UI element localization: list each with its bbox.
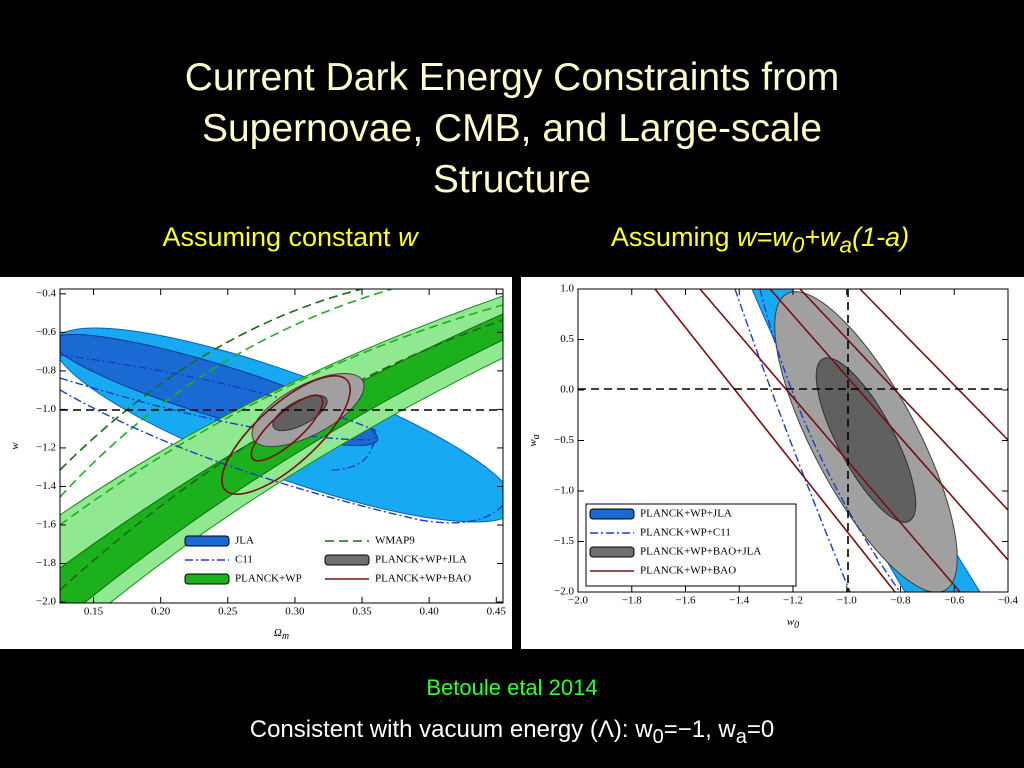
y-tick-label: −0.4 [36,287,56,299]
subtitle-right: Assuming w=w0+wa(1-a) [540,222,980,258]
legend-label: JLA [235,535,254,547]
caption-text: a [735,725,747,748]
caption-text: Consistent with vacuum energy (Λ): w [249,716,653,743]
contour-wmap9 [60,304,503,526]
y-tick-label: −0.8 [36,364,56,376]
x-axis-label: m [282,631,289,642]
legend-label: PLANCK+WP+BAO [375,573,471,585]
y-tick-label: −2.0 [554,586,574,598]
x-tick-label: −1.0 [837,595,857,607]
contour-wmap9 [60,289,363,471]
x-tick-label: 0.15 [84,606,104,618]
caption-text: =0 [746,716,775,743]
subtitle-text: +w [804,222,840,252]
y-tick-label: 1.0 [560,283,574,295]
title-line: Structure [432,158,592,201]
contour-wmap9 [60,289,393,498]
plot-frame [59,288,504,604]
y-tick-label: −1.8 [36,557,56,569]
contour-bao-inner [250,394,324,462]
x-axis-label: Ωm [274,627,289,643]
figures: 0.15 0.20 0.25 0.30 0.35 0.40 0.45 −0.4 −0.6 −0.8… [0,277,1024,649]
x-tick-label: −2.0 [568,595,588,607]
x-tick-label: −0.4 [998,595,1018,607]
y-axis-label: w [9,442,21,450]
x-tick-label: 0.30 [285,606,305,618]
x-tick-label: −0.6 [944,595,964,607]
y-tick-label: −0.5 [554,434,574,446]
legend-label: PLANCK+WP+JLA [640,508,732,520]
x-tick-label: 0.45 [487,606,507,618]
legend-label: C11 [235,554,253,566]
legend-swatch [589,546,635,558]
contour-c11 [734,289,901,592]
legend-label: PLANCK+WP+JLA [375,554,467,566]
y-axis-label: a [531,434,542,439]
x-tick-label: 0.40 [420,606,440,618]
y-tick-label: −1.0 [36,403,56,415]
contour-bao [654,289,1008,592]
contours-left [60,289,503,603]
contour-combined-inner [272,394,328,432]
legend-swatch [324,554,370,566]
x-axis-label: 0 [794,620,799,631]
y-tick-label: −1.5 [554,535,574,547]
caption: Consistent with vacuum energy (Λ): w0=−1… [0,716,1024,749]
caption-text: 0 [652,725,664,748]
legend-label: PLANCK+WP+BAO [640,565,736,577]
contour-bao-outer [221,374,351,496]
x-tick-label: 0.20 [151,606,171,618]
contour-c11 [60,354,503,524]
legend-label: PLANCK+WP+C11 [640,527,731,539]
y-tick-label: −2.0 [36,596,56,608]
x-tick-label: −0.8 [891,595,911,607]
x-tick-label: 0.35 [352,606,372,618]
subtitle-text: Assuming constant [162,222,399,252]
y-tick-label: 0.0 [560,384,574,396]
subtitle-text: a [839,232,853,258]
y-axis-label: w [527,439,539,447]
slide-title: Current Dark Energy Constraints from Supe… [0,52,1024,205]
x-tick-label: −1.6 [676,595,696,607]
legend-swatch [184,535,230,547]
x-tick-label: 0.25 [218,606,238,618]
x-axis-label: Ω [274,627,282,639]
citation: Betoule etal 2014 [426,675,598,700]
legend-label: PLANCK+WP+BAO+JLA [640,546,761,558]
subtitle-text: Assuming [610,222,737,252]
x-tick-label: −1.8 [622,595,642,607]
legend-swatch [589,508,635,520]
y-tick-label: −1.0 [554,485,574,497]
subtitle-text: (1-a) [852,222,910,252]
contours-right [578,289,1008,592]
legend-swatch [184,573,230,585]
y-tick-label: −1.6 [36,519,56,531]
title-line: Supernovae, CMB, and Large-scale [201,107,823,150]
subtitle-text: w [398,222,418,252]
x-tick-label: −1.2 [783,595,803,607]
x-axis-label: w0 [787,616,799,632]
y-tick-label: −1.4 [36,480,56,492]
y-axis-label: wa [527,434,543,446]
y-tick-label: −1.2 [36,441,56,453]
subtitle-text: 0 [791,232,805,258]
legend-label: PLANCK+WP [235,573,302,585]
subtitle-text: w=w [736,222,792,252]
subtitle-left: Assuming constant w [90,222,490,253]
y-tick-label: −0.6 [36,326,56,338]
x-tick-label: −1.4 [729,595,749,607]
y-axis-label: w [9,442,21,450]
legend-label: WMAP9 [375,535,415,547]
caption-text: =−1, w [663,716,736,743]
x-axis-label: w [787,616,795,628]
y-tick-label: 0.5 [560,333,574,345]
title-line: Current Dark Energy Constraints from [184,56,840,99]
